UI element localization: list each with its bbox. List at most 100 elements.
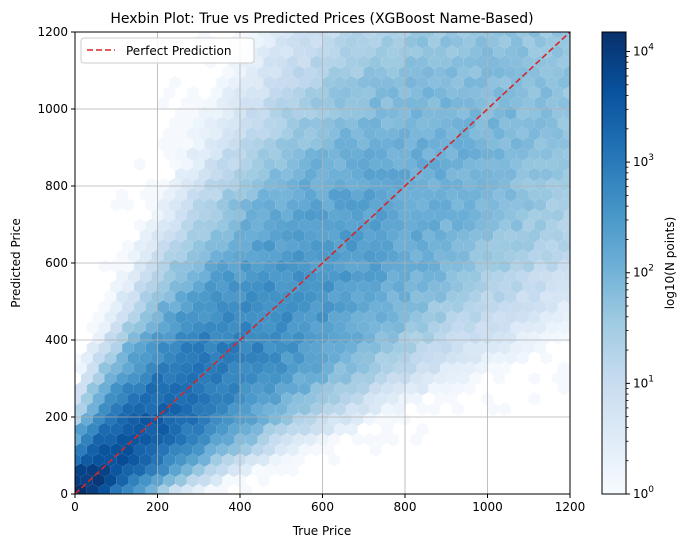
y-tick-label: 1000 [37, 102, 68, 116]
hexbin-cell [499, 157, 511, 171]
hexbin-cell [557, 96, 570, 110]
hexbin-cell [381, 279, 393, 294]
hexbin-cell [522, 157, 535, 171]
hexbin-cell [451, 157, 464, 171]
hexbin-cell [145, 320, 158, 335]
hexbin-cell [275, 218, 287, 233]
hexbin-cell [487, 35, 500, 49]
hexbin-cell [98, 300, 111, 314]
hexbin-cell [228, 157, 240, 171]
hexbin-cell [92, 392, 105, 406]
hexbin-cell [157, 279, 170, 294]
hexbin-cell [416, 177, 429, 192]
hexbin-cell [410, 249, 423, 263]
hexbin-cell [416, 239, 429, 253]
hexbin-cell [504, 106, 517, 120]
hexbin-cell [222, 351, 234, 365]
hexbin-cell [198, 432, 211, 447]
hexbin-cell [522, 96, 535, 110]
hexbin-cell [175, 208, 187, 222]
hexbin-cell [428, 239, 441, 253]
hexbin-cell [245, 310, 258, 324]
hexbin-cell [328, 228, 340, 243]
hexbin-cell [169, 320, 181, 335]
hexbin-cell [198, 228, 211, 243]
hexbin-cell [557, 35, 570, 49]
hexbin-cell [210, 330, 223, 345]
hexbin-cell [287, 96, 299, 110]
hexbin-cell [269, 249, 282, 263]
hexbin-cell [310, 239, 323, 253]
hexbin-cell [257, 412, 270, 426]
hexbin-cell [340, 86, 352, 100]
hexbin-cell [510, 157, 523, 171]
hexbin-cell [381, 35, 393, 49]
hexbin-cell [510, 177, 523, 192]
hexbin-cell [98, 381, 111, 396]
x-axis-ticks: 0 200 400 600 800 1000 1200 [71, 494, 585, 514]
hexbin-cell [98, 463, 111, 477]
y-tick-label: 600 [45, 256, 68, 270]
hexbin-cell [157, 198, 170, 212]
hexbin-cell [534, 279, 547, 294]
hexbin-cell [369, 137, 382, 151]
hexbin-cell [552, 167, 564, 182]
hexbin-cell [404, 75, 417, 90]
hexbin-cell [222, 126, 234, 141]
hexbin-cell [369, 96, 382, 110]
hexbin-cell [375, 106, 388, 120]
hexbin-cell [275, 381, 287, 396]
hexbin-cell [404, 320, 417, 335]
hexbin-cell [540, 188, 553, 202]
hexbin-cell [275, 157, 287, 171]
hexbin-cell [110, 279, 123, 294]
hexbin-cell [128, 473, 140, 488]
hexbin-cell [304, 32, 317, 39]
hexbin-cell [198, 126, 211, 141]
hexbin-cell [163, 392, 176, 406]
hexbin-cell [116, 453, 128, 467]
hexbin-cell [340, 392, 352, 406]
hexbin-cell [169, 463, 181, 477]
hexbin-cell [210, 371, 223, 386]
hexbin-cell [157, 463, 170, 477]
hexbin-cell [499, 320, 511, 335]
hexbin-cell [416, 96, 429, 110]
hexbin-cell [163, 228, 176, 243]
hexbin-cell [104, 290, 117, 304]
hexbin-cell [504, 290, 517, 304]
hexbin-cell [375, 392, 388, 406]
x-axis-label: True Price [292, 524, 352, 538]
hexbin-cell [345, 381, 358, 396]
hexbin-cell [210, 269, 223, 284]
hexbin-cell [269, 228, 282, 243]
hexbin-cell [563, 147, 570, 161]
hexbin-cell [287, 157, 299, 171]
hexbin-cell [198, 188, 211, 202]
hexbin-cell [369, 177, 382, 192]
hexbin-cell [75, 443, 87, 457]
hexbin-cell [275, 300, 287, 314]
hexbin-cell [393, 75, 405, 90]
hexbin-cell [334, 137, 346, 151]
hexbin-cell [275, 422, 287, 437]
hexbin-cell [128, 351, 140, 365]
hexbin-cell [245, 188, 258, 202]
hexbin-cell [369, 116, 382, 131]
hexbin-cell [133, 422, 146, 437]
hexbin-cell [499, 361, 511, 375]
hexbin-cell [228, 443, 240, 457]
perfect-prediction-line [74, 31, 571, 495]
hexbin-cell [393, 218, 405, 233]
hexbin-cell [222, 249, 234, 263]
hexbin-cell [322, 177, 335, 192]
hexbin-cell [487, 320, 500, 335]
hexbin-cell [410, 432, 423, 447]
hexbin-cell [192, 341, 205, 355]
hexbin-cell [204, 463, 217, 477]
hexbin-cell [110, 381, 123, 396]
hexbin-cell [499, 177, 511, 192]
hexbin-cell [493, 106, 505, 120]
hexbin-cell [175, 167, 187, 182]
hexbin-cell [175, 126, 187, 141]
